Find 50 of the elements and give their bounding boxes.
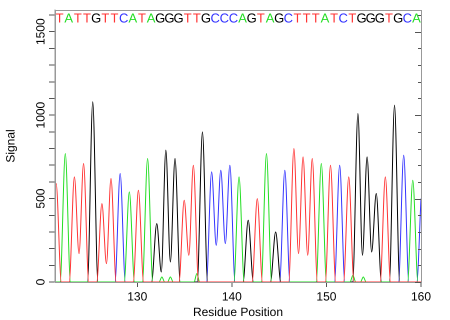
- annotation: C: [210, 10, 220, 26]
- annotation: G: [246, 10, 257, 26]
- annotation: A: [266, 10, 275, 26]
- annotation: T: [184, 10, 192, 26]
- annotation: G: [356, 10, 367, 26]
- annotation: T: [101, 10, 110, 26]
- x-tick-label: 140: [222, 290, 242, 304]
- annotation: C: [118, 10, 128, 26]
- y-axis-title: Signal: [4, 129, 18, 163]
- annotation: T: [256, 10, 265, 26]
- y-tick-label: 1500: [33, 18, 48, 46]
- x-axis-title: Residue Position: [192, 305, 284, 320]
- annotation: T: [74, 10, 82, 26]
- annotation: T: [294, 10, 302, 26]
- annotation: C: [402, 10, 412, 26]
- annotation: T: [330, 10, 338, 26]
- annotation: G: [274, 10, 284, 26]
- annotation: A: [412, 10, 422, 26]
- annotation: G: [200, 10, 212, 26]
- annotation: T: [56, 10, 64, 26]
- annotation: T: [385, 10, 393, 26]
- annotation: T: [110, 10, 118, 26]
- annotation: G: [155, 10, 166, 26]
- x-tick-label: 130: [127, 290, 148, 304]
- annotation: C: [228, 10, 238, 26]
- annotation: T: [348, 10, 356, 26]
- annotation: G: [164, 10, 174, 26]
- annotation: G: [393, 10, 404, 26]
- annotation: G: [173, 10, 184, 26]
- annotation: T: [312, 10, 320, 26]
- annotation: T: [192, 10, 201, 26]
- annotation: C: [284, 10, 294, 26]
- annotation: C: [338, 10, 348, 26]
- annotation: G: [366, 10, 376, 26]
- y-tick-label: 1000: [33, 101, 48, 128]
- annotation: A: [238, 10, 248, 26]
- annotation: G: [91, 10, 102, 26]
- annotation: A: [320, 10, 330, 26]
- annotation: C: [220, 10, 229, 26]
- annotation: T: [138, 10, 146, 26]
- x-tick-label: 150: [316, 290, 337, 304]
- annotation: T: [83, 10, 92, 26]
- y-tick-label: 0: [33, 278, 48, 286]
- annotation: A: [146, 10, 156, 26]
- annotation: A: [128, 10, 138, 26]
- annotation: G: [374, 10, 385, 26]
- annotation: A: [64, 10, 74, 26]
- annotation: T: [302, 10, 311, 26]
- y-tick-label: 500: [33, 188, 48, 209]
- x-tick-label: 160: [410, 290, 432, 304]
